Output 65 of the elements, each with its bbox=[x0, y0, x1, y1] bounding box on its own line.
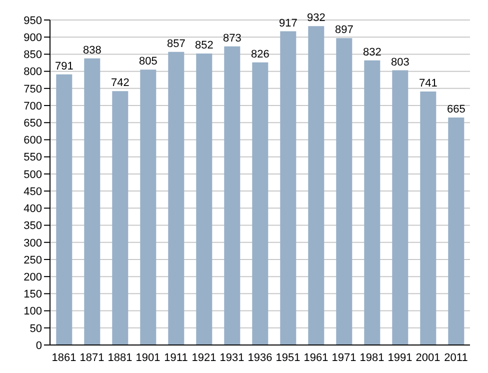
x-tick-label: 1861 bbox=[52, 352, 76, 364]
bar bbox=[336, 38, 352, 345]
y-tick-label: 450 bbox=[24, 186, 42, 198]
bar bbox=[252, 62, 268, 345]
data-label: 897 bbox=[334, 24, 354, 36]
y-tick-label: 750 bbox=[24, 83, 42, 96]
bar bbox=[308, 26, 324, 345]
x-tick-label: 1936 bbox=[248, 352, 272, 364]
x-tick-label: 1951 bbox=[276, 352, 300, 364]
bar bbox=[168, 52, 184, 345]
y-tick-label: 50 bbox=[30, 322, 42, 335]
data-label: 873 bbox=[222, 32, 242, 44]
y-tick-label: 300 bbox=[24, 237, 42, 250]
y-tick-label: 900 bbox=[24, 32, 42, 44]
bar bbox=[224, 46, 240, 345]
x-tick-label: 1961 bbox=[304, 352, 328, 364]
y-tick-label: 400 bbox=[24, 203, 42, 216]
y-tick-label: 150 bbox=[24, 288, 42, 301]
data-label: 917 bbox=[278, 17, 298, 30]
x-tick-label: 1971 bbox=[332, 352, 356, 364]
bar bbox=[392, 70, 408, 345]
data-label: 932 bbox=[306, 12, 326, 24]
bar bbox=[448, 118, 464, 345]
y-tick-label: 600 bbox=[24, 134, 42, 147]
x-tick-label: 1991 bbox=[388, 352, 412, 364]
y-tick-label: 350 bbox=[24, 220, 42, 232]
y-tick-label: 950 bbox=[24, 14, 42, 27]
y-tick-label: 550 bbox=[24, 152, 42, 164]
y-tick-label: 250 bbox=[24, 254, 42, 266]
data-label: 665 bbox=[446, 104, 466, 116]
x-tick-label: 1981 bbox=[360, 352, 384, 364]
bar bbox=[364, 60, 380, 345]
data-label: 857 bbox=[166, 38, 186, 50]
bar bbox=[84, 58, 100, 345]
data-label: 742 bbox=[110, 77, 130, 90]
y-tick-label: 500 bbox=[24, 168, 42, 181]
x-tick-label: 1921 bbox=[192, 352, 216, 364]
y-tick-label: 850 bbox=[24, 49, 42, 62]
bar bbox=[112, 91, 128, 345]
y-tick-label: 200 bbox=[24, 271, 42, 284]
bar bbox=[280, 31, 296, 345]
x-tick-label: 1881 bbox=[108, 352, 132, 364]
x-tick-label: 1931 bbox=[220, 352, 244, 364]
y-tick-label: 800 bbox=[24, 66, 42, 78]
data-label: 741 bbox=[418, 78, 438, 90]
data-label: 805 bbox=[138, 56, 158, 68]
y-tick-label: 0 bbox=[36, 340, 42, 352]
data-label: 832 bbox=[362, 46, 382, 58]
bar bbox=[140, 70, 156, 345]
x-tick-label: 2011 bbox=[444, 352, 468, 364]
x-tick-label: 2001 bbox=[416, 352, 440, 364]
x-tick-label: 1901 bbox=[136, 352, 160, 364]
data-label: 791 bbox=[54, 60, 74, 72]
x-tick-label: 1871 bbox=[80, 352, 104, 364]
bar bbox=[56, 74, 72, 345]
data-label: 852 bbox=[194, 40, 214, 52]
bar bbox=[196, 54, 212, 345]
y-tick-label: 650 bbox=[24, 118, 42, 130]
y-tick-label: 700 bbox=[24, 100, 42, 112]
data-label: 838 bbox=[82, 44, 102, 56]
data-label: 826 bbox=[250, 48, 270, 60]
y-tick-label: 100 bbox=[24, 306, 42, 318]
data-label: 803 bbox=[390, 56, 410, 68]
bar bbox=[420, 92, 436, 345]
x-tick-label: 1911 bbox=[164, 352, 188, 364]
